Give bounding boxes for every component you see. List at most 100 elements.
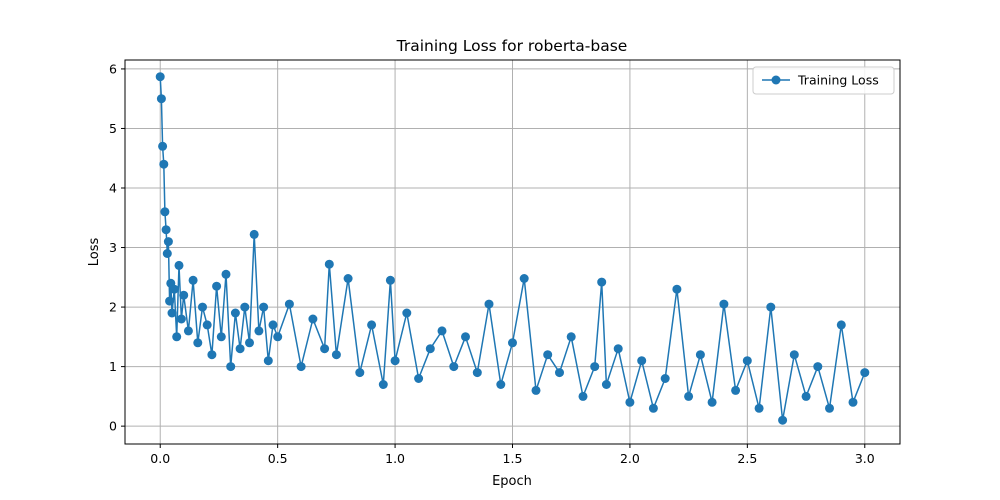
- data-point: [813, 362, 823, 372]
- data-point: [161, 225, 171, 235]
- data-point: [249, 229, 259, 239]
- data-point: [331, 350, 341, 360]
- x-tick-label: 0.0: [150, 451, 170, 466]
- data-point: [226, 362, 236, 372]
- data-point: [742, 356, 752, 366]
- data-point: [296, 362, 306, 372]
- data-point: [648, 403, 658, 413]
- data-point: [543, 350, 553, 360]
- data-point: [198, 302, 207, 312]
- y-tick-label: 3: [109, 240, 117, 255]
- data-point: [320, 344, 330, 354]
- data-point: [778, 415, 788, 425]
- data-point: [230, 308, 240, 318]
- data-point: [174, 260, 184, 270]
- data-point: [766, 302, 776, 312]
- data-point: [684, 391, 694, 401]
- y-tick-label: 4: [109, 181, 117, 196]
- data-point: [245, 338, 254, 348]
- data-point: [355, 368, 365, 378]
- data-point: [836, 320, 846, 330]
- data-point: [172, 332, 182, 342]
- data-point: [158, 141, 168, 151]
- data-point: [378, 380, 388, 389]
- data-point: [789, 350, 799, 360]
- data-point: [259, 302, 269, 312]
- data-point: [508, 338, 517, 348]
- data-point: [367, 320, 377, 330]
- data-point: [414, 374, 424, 383]
- data-point: [848, 397, 858, 407]
- data-point: [268, 320, 278, 330]
- data-point: [240, 302, 250, 312]
- grid-lines: [125, 60, 900, 444]
- data-point: [156, 94, 166, 104]
- series-training-loss: [155, 72, 870, 425]
- data-point: [207, 350, 217, 360]
- data-point: [263, 356, 273, 366]
- data-point: [159, 159, 169, 169]
- data-point: [731, 385, 741, 395]
- data-point: [597, 277, 607, 287]
- data-point: [193, 338, 203, 348]
- data-point: [165, 296, 175, 306]
- data-point: [590, 362, 600, 372]
- legend-box: [752, 66, 895, 95]
- data-point: [719, 299, 729, 309]
- data-point: [625, 397, 635, 407]
- data-point: [519, 274, 529, 283]
- data-point: [531, 385, 541, 395]
- chart-title: Training Loss for roberta-base: [396, 37, 628, 55]
- x-tick-label: 1.0: [385, 451, 405, 466]
- data-point: [167, 308, 177, 318]
- y-tick-label: 2: [109, 300, 117, 315]
- data-point: [672, 284, 682, 294]
- data-point: [308, 314, 318, 324]
- data-point: [221, 269, 231, 279]
- data-point: [472, 368, 482, 378]
- data-point: [425, 344, 435, 354]
- data-point: [273, 332, 283, 342]
- data-point: [183, 326, 193, 336]
- data-point: [566, 332, 576, 342]
- data-point: [695, 350, 705, 360]
- data-point: [254, 326, 264, 336]
- data-point: [601, 380, 611, 389]
- y-tick-label: 5: [109, 121, 117, 136]
- data-point: [160, 207, 170, 217]
- data-point: [437, 326, 447, 336]
- data-point: [179, 290, 189, 300]
- data-point: [860, 368, 870, 378]
- data-point: [212, 281, 222, 291]
- x-tick-label: 0.5: [268, 451, 288, 466]
- y-tick-label: 6: [109, 61, 117, 76]
- x-axis-label: Epoch: [492, 474, 532, 489]
- data-point: [801, 391, 811, 401]
- legend-marker-swatch: [771, 75, 781, 85]
- y-tick-label: 1: [109, 359, 117, 374]
- data-point: [163, 237, 173, 247]
- data-point: [155, 72, 165, 82]
- x-tick-label: 3.0: [855, 451, 875, 466]
- y-axis-label: Loss: [87, 238, 102, 267]
- data-point: [613, 344, 623, 354]
- data-point: [390, 356, 400, 366]
- x-tick-label: 1.5: [503, 451, 523, 466]
- data-point: [343, 274, 353, 283]
- data-point: [637, 356, 647, 366]
- data-point: [555, 368, 564, 378]
- data-point: [188, 275, 198, 285]
- data-point: [484, 299, 494, 309]
- data-point: [284, 299, 294, 309]
- data-point: [169, 284, 179, 294]
- x-tick-label: 2.0: [620, 451, 640, 466]
- legend: Training Loss: [752, 66, 895, 95]
- data-point: [216, 332, 226, 342]
- x-axis-ticks: 0.0 0.5 1.0 1.5 2.0 2.5 3.0: [150, 444, 875, 466]
- data-point: [461, 332, 470, 342]
- data-point: [176, 314, 186, 324]
- data-point: [496, 380, 506, 389]
- data-point: [202, 320, 212, 330]
- data-point: [162, 249, 172, 258]
